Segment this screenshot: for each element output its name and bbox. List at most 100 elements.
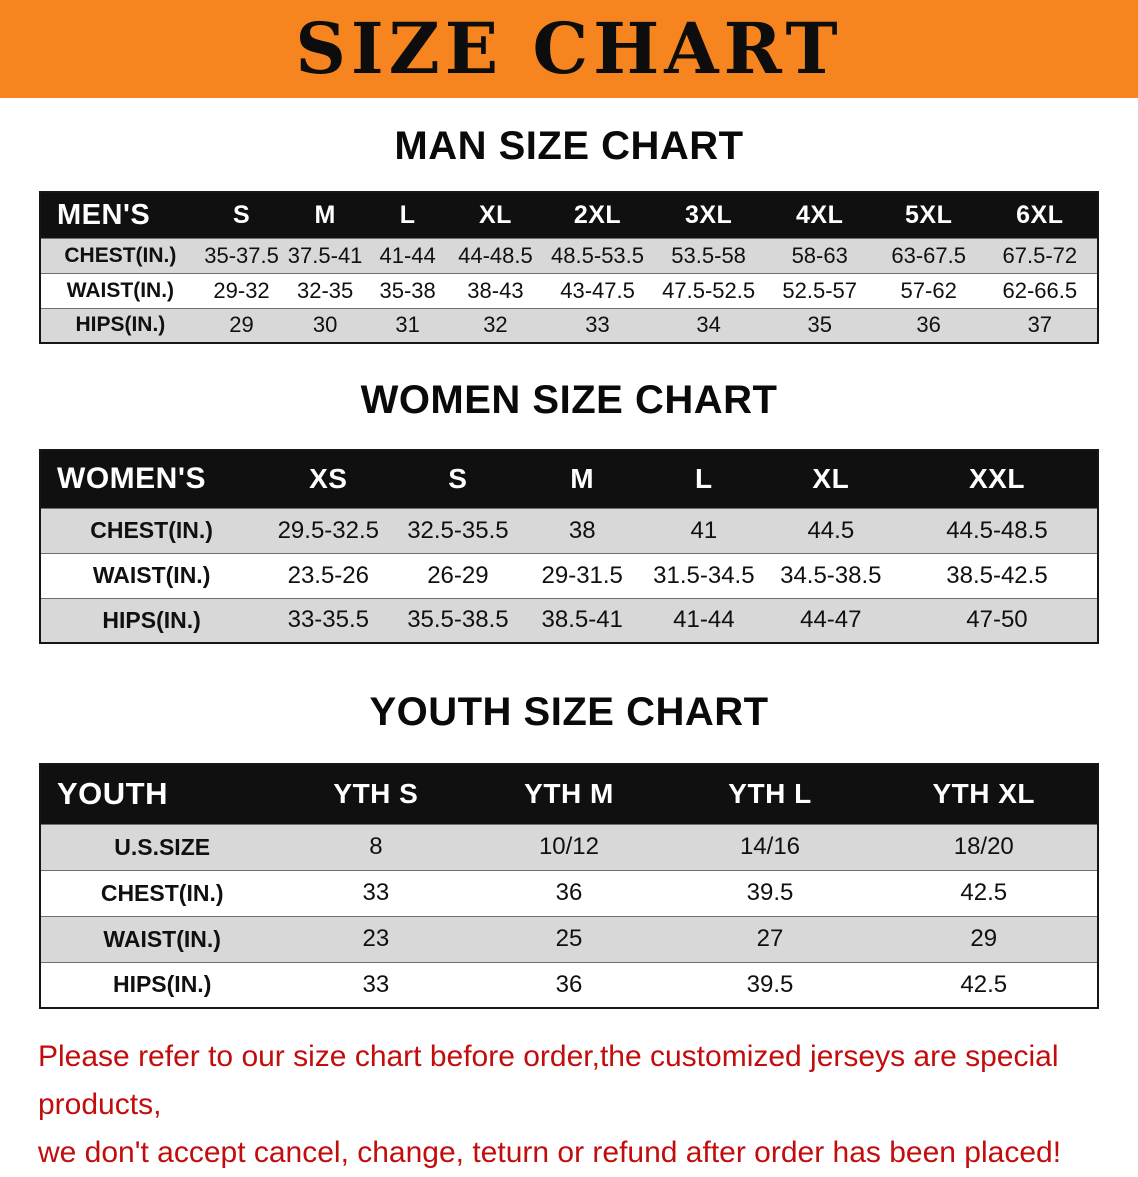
men-size-table: MEN'S S M L XL 2XL 3XL 4XL 5XL 6XL CHEST(IN.) 35-37… — [39, 191, 1099, 344]
women-section-heading: WOMEN SIZE CHART — [360, 378, 778, 422]
youth-section-heading: YOUTH SIZE CHART — [369, 690, 769, 734]
size-value: 52.5-57 — [764, 272, 875, 308]
size-value: 33 — [542, 307, 653, 343]
size-column-header: 6XL — [982, 192, 1098, 238]
size-value: 38-43 — [448, 272, 543, 308]
women-size-table: WOMEN'S XS S M L XL XXL CHEST(IN.) 29.5-32.5 32.5… — [39, 449, 1099, 644]
size-value: 33 — [283, 869, 469, 916]
size-value: 34 — [652, 307, 765, 343]
size-column-header: 4XL — [764, 192, 875, 238]
size-value: 18/20 — [870, 823, 1098, 870]
size-value: 36 — [874, 307, 983, 343]
size-value: 37 — [982, 307, 1098, 343]
size-value: 27 — [669, 915, 871, 962]
size-column-header: 3XL — [652, 192, 765, 238]
table-row: WAIST(IN.) 23.5-26 26-29 29-31.5 31.5-34.5 34… — [40, 552, 1098, 598]
size-value: 48.5-53.5 — [542, 237, 653, 273]
size-value: 41 — [643, 507, 765, 553]
size-column-header: XL — [448, 192, 543, 238]
size-value: 33-35.5 — [262, 597, 395, 643]
table-row: WAIST(IN.) 29-32 32-35 35-38 38-43 43-47.5 47.… — [40, 272, 1098, 308]
size-chart-banner: SIZE CHART — [0, 0, 1138, 98]
table-corner-label: MEN'S — [40, 192, 200, 238]
size-value: 29 — [199, 307, 284, 343]
women-section: WOMEN SIZE CHART WOMEN'S XS S M L XL XXL CHEST(… — [0, 378, 1138, 644]
table-header-row: MEN'S S M L XL 2XL 3XL 4XL 5XL 6XL — [40, 192, 1098, 238]
size-value: 53.5-58 — [652, 237, 765, 273]
row-label: WAIST(IN.) — [40, 552, 263, 598]
row-label: HIPS(IN.) — [40, 307, 200, 343]
size-column-header: XL — [764, 450, 897, 508]
table-row: HIPS(IN.) 33-35.5 35.5-38.5 38.5-41 41-44 44-… — [40, 597, 1098, 643]
size-column-header: XXL — [896, 450, 1098, 508]
size-value: 35-37.5 — [199, 237, 284, 273]
size-value: 10/12 — [468, 823, 670, 870]
size-value: 42.5 — [870, 961, 1098, 1008]
table-corner-label: YOUTH — [40, 764, 284, 824]
size-value: 41-44 — [366, 237, 449, 273]
size-value: 32-35 — [283, 272, 367, 308]
size-column-header: XS — [262, 450, 395, 508]
row-label: HIPS(IN.) — [40, 597, 263, 643]
table-row: CHEST(IN.) 29.5-32.5 32.5-35.5 38 41 44.5 44.5… — [40, 507, 1098, 553]
row-label: WAIST(IN.) — [40, 272, 200, 308]
size-value: 36 — [468, 869, 670, 916]
table-row: WAIST(IN.) 23 25 27 29 — [40, 915, 1098, 962]
size-value: 26-29 — [394, 552, 522, 598]
size-value: 38.5-42.5 — [896, 552, 1098, 598]
size-column-header: YTH S — [283, 764, 469, 824]
table-row: CHEST(IN.) 35-37.5 37.5-41 41-44 44-48.5 48.5… — [40, 237, 1098, 273]
size-value: 29-31.5 — [521, 552, 644, 598]
size-column-header: M — [521, 450, 644, 508]
table-row: HIPS(IN.) 33 36 39.5 42.5 — [40, 961, 1098, 1008]
size-value: 39.5 — [669, 869, 871, 916]
youth-size-table: YOUTH YTH S YTH M YTH L YTH XL U.S.SIZE 8 10/12… — [39, 763, 1099, 1009]
disclaimer-line-1: Please refer to our size chart before or… — [38, 1040, 1059, 1121]
size-value: 44-48.5 — [448, 237, 543, 273]
size-value: 35-38 — [366, 272, 449, 308]
size-value: 29.5-32.5 — [262, 507, 395, 553]
size-value: 47-50 — [896, 597, 1098, 643]
men-section-heading: MAN SIZE CHART — [394, 124, 744, 168]
size-value: 41-44 — [643, 597, 765, 643]
size-value: 67.5-72 — [982, 237, 1098, 273]
size-value: 33 — [283, 961, 469, 1008]
size-value: 31.5-34.5 — [643, 552, 765, 598]
size-value: 32.5-35.5 — [394, 507, 522, 553]
size-value: 57-62 — [874, 272, 983, 308]
size-column-header: YTH L — [669, 764, 871, 824]
size-column-header: L — [643, 450, 765, 508]
size-value: 62-66.5 — [982, 272, 1098, 308]
row-label: U.S.SIZE — [40, 823, 284, 870]
disclaimer-line-2: we don't accept cancel, change, teturn o… — [38, 1136, 1062, 1169]
size-value: 25 — [468, 915, 670, 962]
size-value: 37.5-41 — [283, 237, 367, 273]
size-value: 31 — [366, 307, 449, 343]
size-value: 44.5-48.5 — [896, 507, 1098, 553]
row-label: CHEST(IN.) — [40, 237, 200, 273]
table-row: HIPS(IN.) 29 30 31 32 33 34 35 36 37 — [40, 307, 1098, 343]
row-label: CHEST(IN.) — [40, 507, 263, 553]
size-value: 14/16 — [669, 823, 871, 870]
size-value: 47.5-52.5 — [652, 272, 765, 308]
size-value: 43-47.5 — [542, 272, 653, 308]
row-label: HIPS(IN.) — [40, 961, 284, 1008]
size-value: 58-63 — [764, 237, 875, 273]
size-value: 39.5 — [669, 961, 871, 1008]
table-row: CHEST(IN.) 33 36 39.5 42.5 — [40, 869, 1098, 916]
size-value: 34.5-38.5 — [764, 552, 897, 598]
table-corner-label: WOMEN'S — [40, 450, 263, 508]
size-value: 38 — [521, 507, 644, 553]
men-section: MAN SIZE CHART MEN'S S M L XL 2XL 3XL 4XL 5XL 6XL… — [0, 124, 1138, 344]
size-column-header: M — [283, 192, 367, 238]
size-value: 38.5-41 — [521, 597, 644, 643]
table-header-row: YOUTH YTH S YTH M YTH L YTH XL — [40, 764, 1098, 824]
size-value: 44-47 — [764, 597, 897, 643]
size-column-header: YTH XL — [870, 764, 1098, 824]
size-column-header: 5XL — [874, 192, 983, 238]
size-value: 23.5-26 — [262, 552, 395, 598]
size-column-header: L — [366, 192, 449, 238]
size-column-header: 2XL — [542, 192, 653, 238]
size-value: 44.5 — [764, 507, 897, 553]
youth-section: YOUTH SIZE CHART YOUTH YTH S YTH M YTH L YTH… — [0, 690, 1138, 1009]
